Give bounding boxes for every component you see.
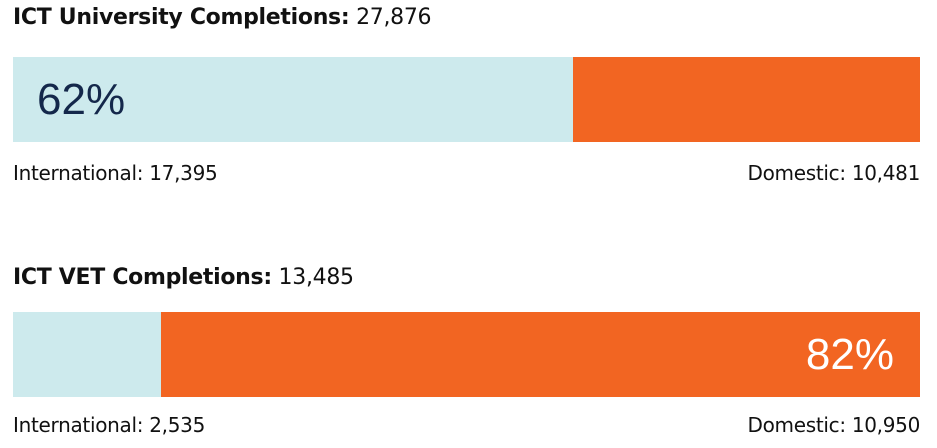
university-domestic-segment [573, 57, 920, 142]
vet-domestic-segment: 82% [161, 312, 920, 397]
vet-international-segment [13, 312, 161, 397]
vet-international-label: International: 2,535 [13, 413, 205, 437]
university-international-segment: 62% [13, 57, 573, 142]
vet-domestic-label: Domestic: 10,950 [747, 413, 920, 437]
vet-stacked-bar: 82% [13, 312, 920, 397]
vet-percent-label: 82% [805, 329, 894, 379]
vet-title-label: ICT VET Completions: [13, 265, 272, 290]
university-total: 27,876 [356, 5, 432, 30]
university-title: ICT University Completions: 27,876 [13, 4, 432, 32]
university-international-label: International: 17,395 [13, 161, 218, 185]
university-domestic-label: Domestic: 10,481 [747, 161, 920, 185]
university-percent-label: 62% [37, 74, 126, 124]
vet-total: 13,485 [278, 265, 354, 290]
vet-title: ICT VET Completions: 13,485 [13, 264, 354, 292]
university-stacked-bar: 62% [13, 57, 920, 142]
university-title-label: ICT University Completions: [13, 5, 350, 30]
